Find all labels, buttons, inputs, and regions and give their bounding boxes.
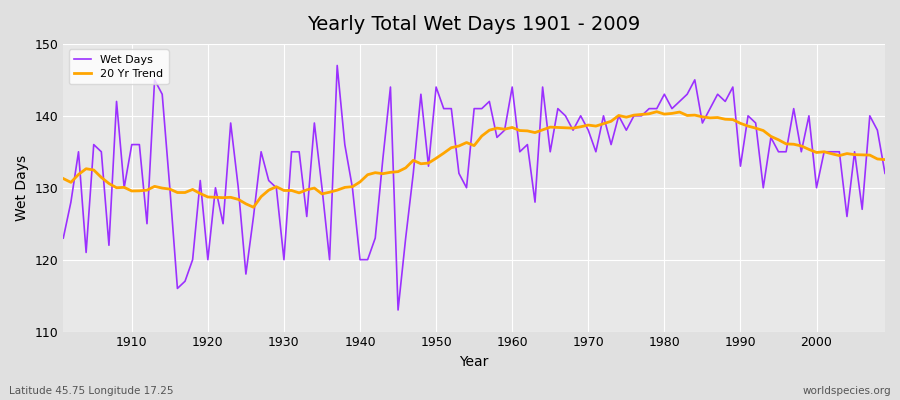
Wet Days <box>332 63 343 68</box>
Y-axis label: Wet Days: Wet Days <box>15 155 29 221</box>
20 Yr Trend <box>606 119 616 124</box>
Wet Days <box>119 185 130 190</box>
Wet Days <box>879 171 890 176</box>
Line: 20 Yr Trend: 20 Yr Trend <box>63 112 885 207</box>
Title: Yearly Total Wet Days 1901 - 2009: Yearly Total Wet Days 1901 - 2009 <box>308 15 641 34</box>
Wet Days <box>286 149 297 154</box>
X-axis label: Year: Year <box>460 355 489 369</box>
Text: worldspecies.org: worldspecies.org <box>803 386 891 396</box>
20 Yr Trend <box>119 185 130 190</box>
20 Yr Trend <box>879 157 890 162</box>
Wet Days <box>522 142 533 147</box>
Text: Latitude 45.75 Longitude 17.25: Latitude 45.75 Longitude 17.25 <box>9 386 174 396</box>
Wet Days <box>613 114 624 118</box>
20 Yr Trend <box>339 185 350 190</box>
20 Yr Trend <box>507 125 517 130</box>
Wet Days <box>392 308 403 312</box>
20 Yr Trend <box>515 128 526 133</box>
Wet Days <box>339 142 350 147</box>
Legend: Wet Days, 20 Yr Trend: Wet Days, 20 Yr Trend <box>68 50 168 84</box>
20 Yr Trend <box>652 109 662 114</box>
Wet Days <box>58 236 68 240</box>
20 Yr Trend <box>58 176 68 181</box>
20 Yr Trend <box>248 205 259 210</box>
Wet Days <box>515 149 526 154</box>
Line: Wet Days: Wet Days <box>63 66 885 310</box>
20 Yr Trend <box>293 190 304 195</box>
